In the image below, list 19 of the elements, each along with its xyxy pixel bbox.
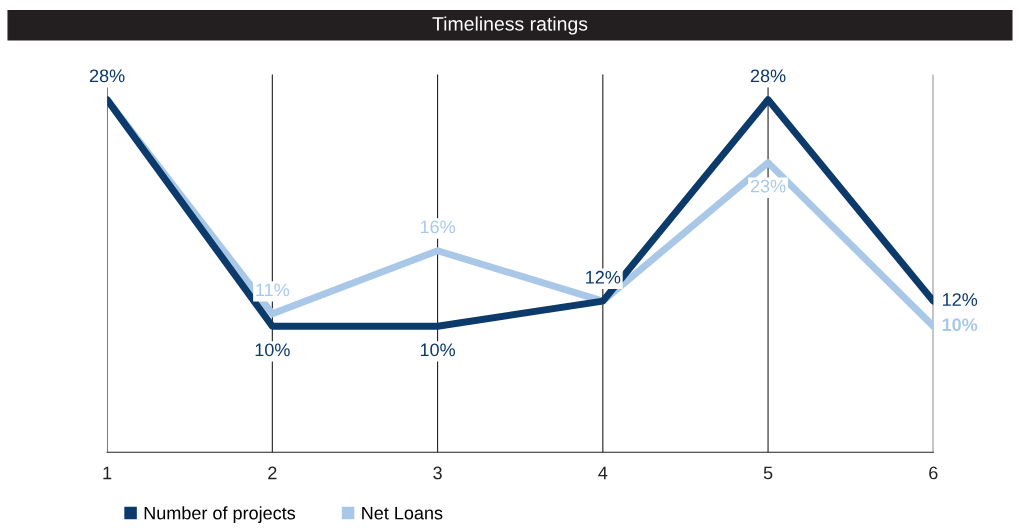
x-tick-label: 6: [929, 466, 938, 480]
x-tick-label: 1: [103, 466, 112, 480]
chart-title: Timeliness ratings: [432, 16, 588, 35]
data-label: 23%: [750, 179, 786, 193]
x-tick-label: 2: [268, 466, 277, 480]
data-label: 10%: [942, 318, 978, 332]
x-tick-label: 5: [763, 466, 773, 480]
data-label: 28%: [750, 69, 786, 83]
x-tick-label: 4: [598, 466, 608, 480]
data-label: 12%: [586, 270, 621, 284]
data-label: 10%: [420, 343, 456, 357]
legend-label: Net Loans: [362, 506, 443, 520]
legend-label: Number of projects: [144, 506, 296, 524]
data-label: 11%: [256, 283, 290, 297]
x-tick-label: 3: [433, 466, 442, 480]
data-label: 10%: [255, 343, 290, 357]
data-label: 16%: [420, 220, 456, 234]
data-label: 12%: [943, 293, 978, 306]
data-label: 28%: [89, 69, 125, 83]
